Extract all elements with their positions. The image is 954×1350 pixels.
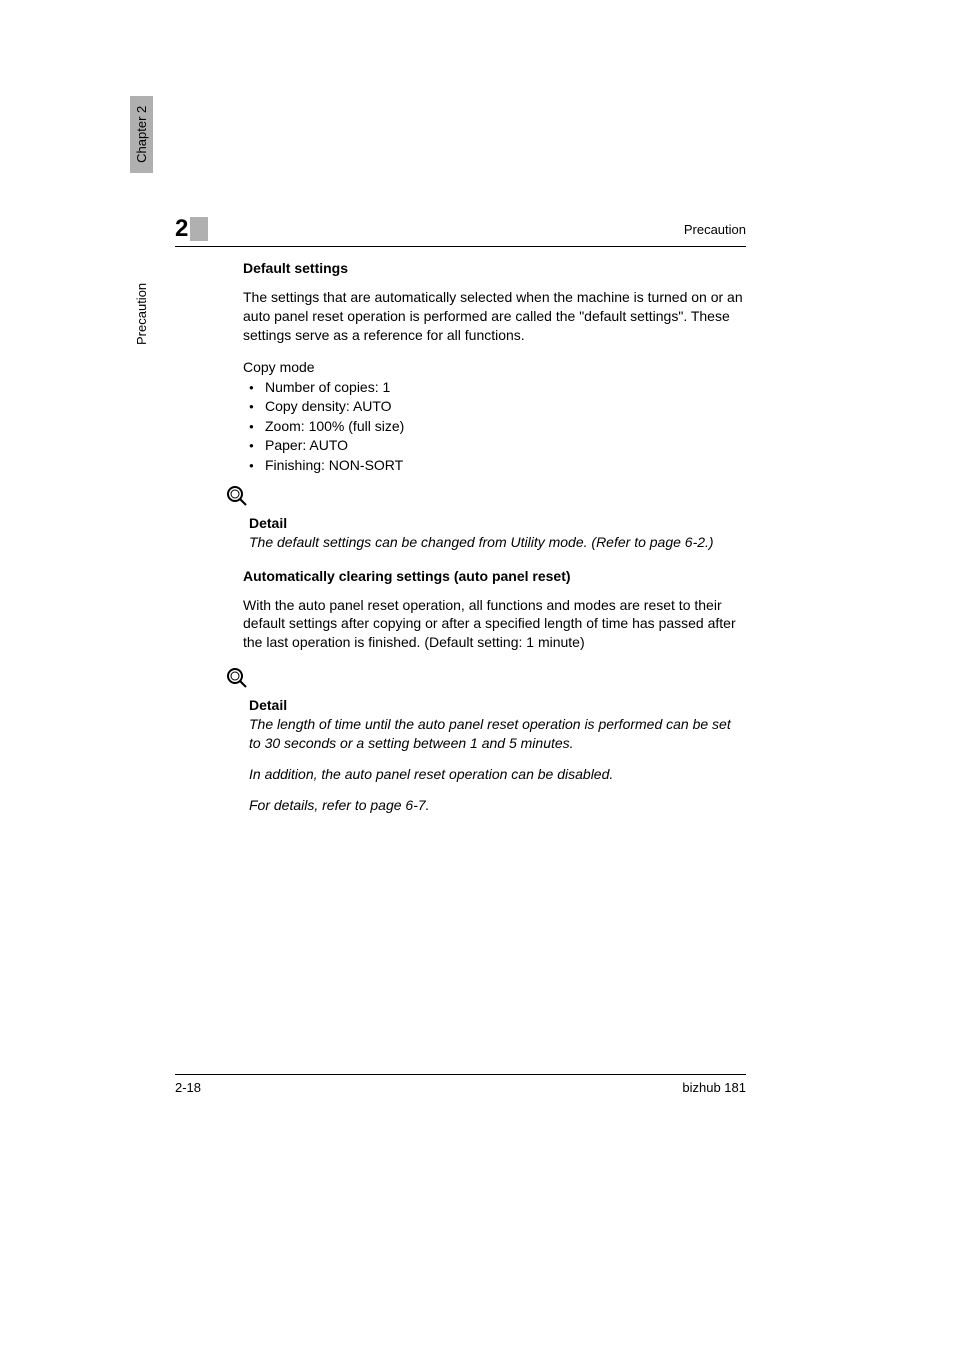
detail-block-1: Detail The default settings can be chang…: [225, 484, 746, 552]
list-item: Zoom: 100% (full size): [243, 417, 746, 437]
list-item: Finishing: NON-SORT: [243, 456, 746, 476]
model-name: bizhub 181: [682, 1080, 746, 1095]
chapter-bar: [190, 217, 208, 241]
page-footer: 2-18 bizhub 181: [175, 1074, 746, 1095]
list-item: Copy density: AUTO: [243, 397, 746, 417]
magnifier-icon: [225, 484, 249, 508]
copy-mode-label: Copy mode: [243, 359, 746, 375]
list-item: Paper: AUTO: [243, 436, 746, 456]
header-title: Precaution: [684, 222, 746, 237]
detail-content: Detail The default settings can be chang…: [249, 515, 746, 552]
detail-text: The length of time until the auto panel …: [249, 715, 746, 753]
section-title-auto: Automatically clearing settings (auto pa…: [243, 568, 746, 584]
detail-text: In addition, the auto panel reset operat…: [249, 765, 746, 784]
detail-block-2: Detail The length of time until the auto…: [225, 666, 746, 815]
auto-intro: With the auto panel reset operation, all…: [243, 596, 746, 653]
detail-text: For details, refer to page 6-7.: [249, 796, 746, 815]
detail-content: Detail The length of time until the auto…: [249, 697, 746, 815]
chapter-number: 2: [175, 215, 188, 243]
detail-text: The default settings can be changed from…: [249, 533, 746, 552]
detail-label: Detail: [249, 515, 746, 531]
side-chapter-label: Chapter 2: [130, 96, 153, 173]
page-header: 2 Precaution: [175, 215, 746, 247]
detail-label: Detail: [249, 697, 746, 713]
default-intro: The settings that are automatically sele…: [243, 288, 746, 345]
side-section-label: Precaution: [134, 283, 149, 345]
content-area: Default settings The settings that are a…: [243, 260, 746, 831]
magnifier-icon: [225, 666, 249, 690]
section-title-default: Default settings: [243, 260, 746, 276]
settings-list: Number of copies: 1 Copy density: AUTO Z…: [243, 378, 746, 476]
side-label: Precaution Chapter 2: [130, 96, 153, 330]
list-item: Number of copies: 1: [243, 378, 746, 398]
chapter-number-box: 2: [175, 215, 208, 243]
page-number: 2-18: [175, 1080, 201, 1095]
